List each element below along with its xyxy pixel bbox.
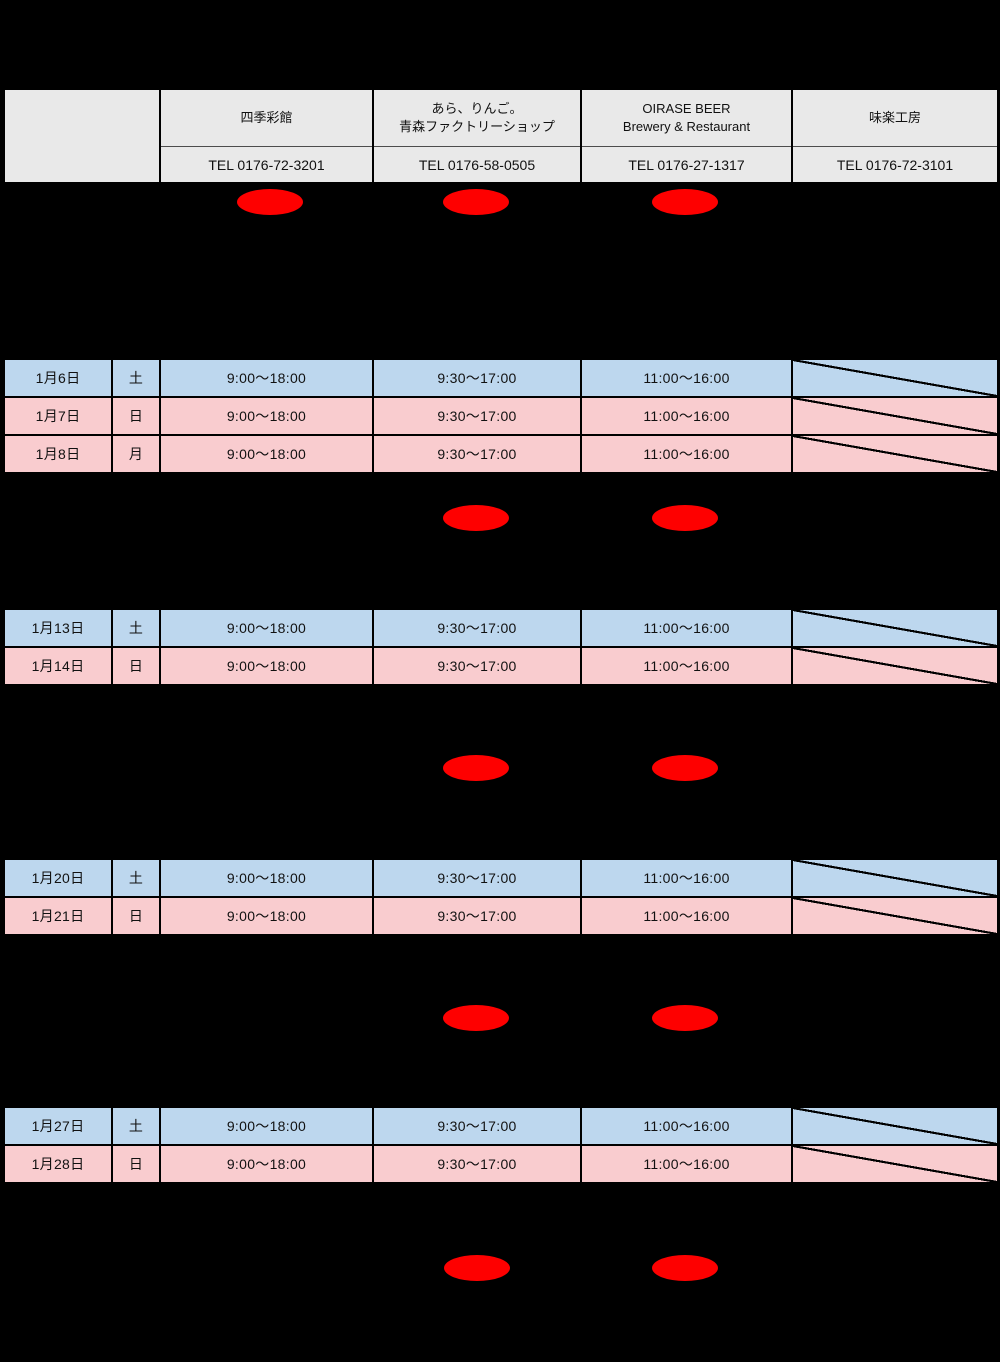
date-cell: 1月7日 [3,396,113,436]
shop1-hours: 9:00〜18:00 [159,896,374,936]
shop1-name-cell: 四季彩館 [159,88,374,147]
shop4-closed-diagonal-cell [791,896,999,936]
shop1-name: 四季彩館 [240,110,293,126]
shop3-hours: 11:00〜16:00 [580,1106,793,1146]
table-row: 1月27日 土 9:00〜18:00 9:30〜17:00 11:00〜16:0… [3,1106,999,1146]
shop2-hours: 9:30〜17:00 [372,358,582,398]
shop3-hours: 11:00〜16:00 [580,1144,793,1184]
shop-header-table: 四季彩館 あら、りんご。 青森ファクトリーショップ OIRASE BEER Br… [3,88,999,184]
shop2-hours: 9:30〜17:00 [372,434,582,474]
shop2-hours: 9:30〜17:00 [372,646,582,686]
shop2-tel: TEL 0176-58-0505 [372,146,582,184]
shop3-hours: 11:00〜16:00 [580,646,793,686]
schedule-week2: 1月13日 土 9:00〜18:00 9:30〜17:00 11:00〜16:0… [3,608,999,686]
closed-stamp-icon [652,189,718,215]
closed-stamp-icon [237,189,303,215]
shop1-tel: TEL 0176-72-3201 [159,146,374,184]
shop1-hours: 9:00〜18:00 [159,1106,374,1146]
closed-stamp-icon [443,755,509,781]
shop2-hours: 9:30〜17:00 [372,858,582,898]
date-cell: 1月8日 [3,434,113,474]
shop1-hours: 9:00〜18:00 [159,358,374,398]
shop4-tel: TEL 0176-72-3101 [791,146,999,184]
closed-stamp-icon [443,1005,509,1031]
shop4-name: 味楽工房 [868,110,921,126]
date-cell: 1月6日 [3,358,113,398]
table-row: 1月7日 日 9:00〜18:00 9:30〜17:00 11:00〜16:00 [3,396,999,436]
shop3-hours: 11:00〜16:00 [580,358,793,398]
date-cell: 1月27日 [3,1106,113,1146]
shop2-hours: 9:30〜17:00 [372,396,582,436]
weekday-cell: 土 [111,358,161,398]
table-row: 1月13日 土 9:00〜18:00 9:30〜17:00 11:00〜16:0… [3,608,999,648]
shop1-hours: 9:00〜18:00 [159,1144,374,1184]
shop2-name-line2: 青森ファクトリーショップ [399,119,555,134]
table-row: 1月8日 月 9:00〜18:00 9:30〜17:00 11:00〜16:00 [3,434,999,474]
shop4-name-cell: 味楽工房 [791,88,999,147]
shop1-hours: 9:00〜18:00 [159,646,374,686]
weekday-cell: 日 [111,896,161,936]
shop3-hours: 11:00〜16:00 [580,858,793,898]
shop1-hours: 9:00〜18:00 [159,434,374,474]
shop3-hours: 11:00〜16:00 [580,608,793,648]
table-row: 1月21日 日 9:00〜18:00 9:30〜17:00 11:00〜16:0… [3,896,999,936]
schedule-week4: 1月27日 土 9:00〜18:00 9:30〜17:00 11:00〜16:0… [3,1106,999,1184]
closed-stamp-icon [652,1005,718,1031]
closed-stamp-icon [652,505,718,531]
shop1-hours: 9:00〜18:00 [159,858,374,898]
shop3-name-cell: OIRASE BEER Brewery & Restaurant [580,88,793,147]
schedule-week3: 1月20日 土 9:00〜18:00 9:30〜17:00 11:00〜16:0… [3,858,999,936]
weekday-cell: 月 [111,434,161,474]
shop2-hours: 9:30〜17:00 [372,1106,582,1146]
closed-stamp-icon [443,189,509,215]
weekday-cell: 土 [111,1106,161,1146]
weekday-cell: 土 [111,858,161,898]
closed-stamp-icon [444,1255,510,1281]
shop4-closed-diagonal-cell [791,646,999,686]
shop2-hours: 9:30〜17:00 [372,608,582,648]
shop4-closed-diagonal-cell [791,434,999,474]
header-corner-cell [3,88,161,184]
weekday-cell: 日 [111,1144,161,1184]
date-cell: 1月13日 [3,608,113,648]
shop4-closed-diagonal-cell [791,1144,999,1184]
shop1-hours: 9:00〜18:00 [159,396,374,436]
shop3-tel: TEL 0176-27-1317 [580,146,793,184]
shop4-closed-diagonal-cell [791,1106,999,1146]
shop2-name: あら、りんご。 [431,101,523,117]
table-row: 1月20日 土 9:00〜18:00 9:30〜17:00 11:00〜16:0… [3,858,999,898]
shop4-closed-diagonal-cell [791,608,999,648]
closed-stamp-icon [443,505,509,531]
weekday-cell: 日 [111,646,161,686]
shop3-hours: 11:00〜16:00 [580,896,793,936]
closed-stamp-icon [652,1255,718,1281]
shop3-name-line2: Brewery & Restaurant [622,119,751,134]
table-row: 1月28日 日 9:00〜18:00 9:30〜17:00 11:00〜16:0… [3,1144,999,1184]
shop3-hours: 11:00〜16:00 [580,396,793,436]
shop4-closed-diagonal-cell [791,358,999,398]
closed-stamp-icon [652,755,718,781]
shop1-hours: 9:00〜18:00 [159,608,374,648]
shop3-name: OIRASE BEER [642,101,731,117]
date-cell: 1月21日 [3,896,113,936]
shop3-hours: 11:00〜16:00 [580,434,793,474]
shop2-hours: 9:30〜17:00 [372,1144,582,1184]
weekday-cell: 日 [111,396,161,436]
shop4-closed-diagonal-cell [791,396,999,436]
date-cell: 1月28日 [3,1144,113,1184]
date-cell: 1月20日 [3,858,113,898]
table-row: 1月6日 土 9:00〜18:00 9:30〜17:00 11:00〜16:00 [3,358,999,398]
table-row: 1月14日 日 9:00〜18:00 9:30〜17:00 11:00〜16:0… [3,646,999,686]
schedule-week1: 1月6日 土 9:00〜18:00 9:30〜17:00 11:00〜16:00… [3,358,999,474]
date-cell: 1月14日 [3,646,113,686]
weekday-cell: 土 [111,608,161,648]
shop2-name-cell: あら、りんご。 青森ファクトリーショップ [372,88,582,147]
shop4-closed-diagonal-cell [791,858,999,898]
shop2-hours: 9:30〜17:00 [372,896,582,936]
